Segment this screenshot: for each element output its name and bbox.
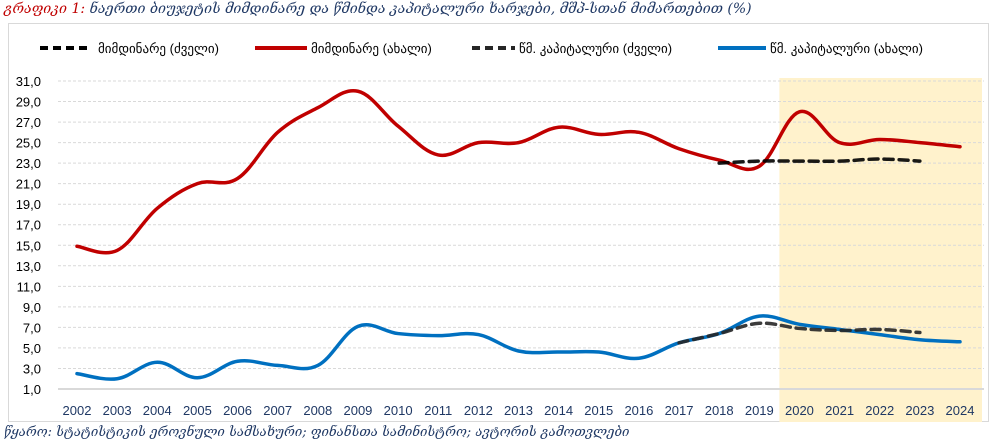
x-tick-label: 2011 [424,403,452,418]
gridlines [58,80,984,390]
y-tick-label: 19,0 [16,197,41,212]
x-tick-label: 2017 [665,403,694,418]
x-tick-label: 2014 [544,403,573,418]
y-tick-label: 5,0 [23,341,41,356]
y-tick-label: 7,0 [23,320,41,335]
x-tick-label: 2018 [705,403,734,418]
chart-title-text: ნაერთი ბიუჯეტის მიმდინარე და წმინდა კაპი… [85,1,752,17]
x-tick-label: 2009 [343,403,372,418]
legend-label: წმ. კაპიტალური (ახალი) [770,41,923,57]
source-text: სტატისტიკის ეროვნული სამსახური; ფინანსთა… [51,425,630,440]
y-tick-label: 11,0 [17,279,41,294]
legend-item: მიმდინარე (ახალი) [255,41,432,57]
x-tick-label: 2019 [745,403,774,418]
legend: მიმდინარე (ძველი) მიმდინარე (ახალი) წმ. კა… [40,41,923,57]
x-tick-label: 2023 [905,403,934,418]
x-axis-ticks: 2002 2003 2004 2005 2006 2007 2008 2009 2010 2011… [63,403,975,418]
y-tick-label: 17,0 [16,218,41,233]
y-tick-label: 15,0 [16,238,41,253]
y-tick-label: 21,0 [16,177,41,192]
series-line-3 [75,314,962,381]
x-tick-label: 2004 [143,403,172,418]
series-lines [75,88,962,381]
y-tick-label: 29,0 [16,95,41,110]
x-tick-label: 2005 [183,403,212,418]
x-tick-label: 2016 [624,403,653,418]
x-tick-label: 2002 [63,403,92,418]
y-tick-label: 9,0 [23,300,41,315]
series-line-1 [75,88,962,255]
y-axis-ticks: 1,0 3,0 5,0 7,0 9,0 11,0 13,0 15,0 17,0 19,0 21,0 2… [16,74,41,397]
forecast-band [779,78,982,422]
legend-label: მიმდინარე (ახალი) [311,41,432,57]
x-tick-label: 2006 [223,403,252,418]
series-line-2 [677,321,922,345]
y-tick-label: 3,0 [23,361,41,376]
x-tick-label: 2003 [103,403,132,418]
x-tick-label: 2010 [384,403,413,418]
chart-title: გრაფიკი 1: ნაერთი ბიუჯეტის მიმდინარე და … [4,1,752,17]
x-tick-label: 2007 [263,403,292,418]
x-tick-label: 2021 [825,403,854,418]
x-tick-label: 2024 [946,403,975,418]
y-tick-label: 13,0 [16,259,41,274]
x-tick-label: 2012 [464,403,493,418]
forecast-band-layer [779,78,982,422]
legend-item: მიმდინარე (ძველი) [40,41,219,57]
legend-label: წმ. კაპიტალური (ძველი) [519,41,672,57]
legend-item: წმ. კაპიტალური (ძველი) [472,41,672,57]
legend-item: წმ. კაპიტალური (ახალი) [718,41,923,57]
source-label: წყარო: [4,425,52,440]
x-tick-label: 2022 [865,403,894,418]
x-tick-label: 2013 [504,403,533,418]
x-tick-label: 2020 [785,403,814,418]
y-tick-label: 1,0 [23,382,41,397]
x-tick-label: 2015 [584,403,613,418]
chart-title-prefix: გრაფიკი 1: [4,1,86,17]
y-tick-label: 25,0 [16,136,41,151]
y-tick-label: 27,0 [16,115,41,130]
x-tick-label: 2008 [303,403,332,418]
legend-label: მიმდინარე (ძველი) [98,41,219,57]
source-note: წყარო: სტატისტიკის ეროვნული სამსახური; ფ… [4,425,629,440]
series-line-0 [717,157,922,165]
chart-frame [8,23,989,422]
y-tick-label: 31,0 [16,74,41,89]
y-tick-label: 23,0 [16,156,41,171]
